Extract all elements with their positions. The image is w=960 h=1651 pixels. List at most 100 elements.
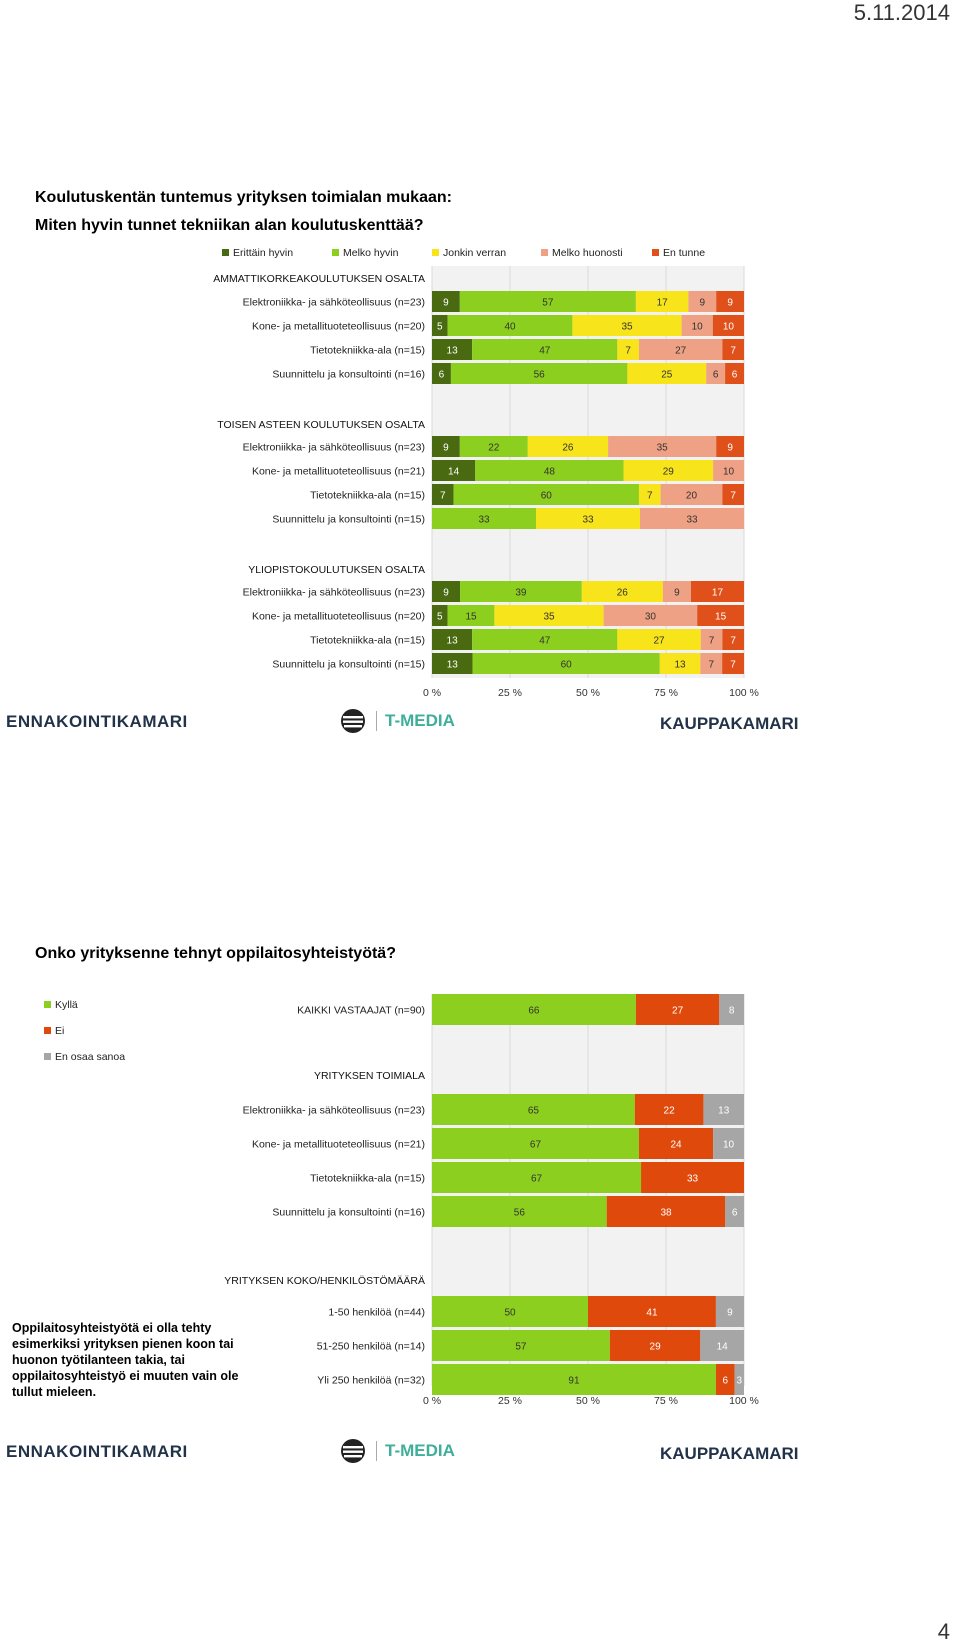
- bar-segment: [447, 315, 573, 336]
- data-label: 7: [730, 346, 736, 357]
- ennakointikamari-logo: ENNAKOINTIKAMARI: [6, 712, 188, 731]
- bar-segment: [706, 363, 726, 384]
- data-label: 13: [447, 660, 459, 671]
- bar-segment: [641, 1162, 744, 1193]
- data-label: 6: [713, 370, 719, 381]
- bar-segment: [432, 484, 454, 505]
- data-label: 10: [723, 1140, 735, 1151]
- data-label: 57: [542, 298, 554, 309]
- legend-label-en-tunne: En tunne: [663, 247, 705, 259]
- bar-segment: [603, 605, 698, 626]
- x-tick-label: 75 %: [654, 687, 678, 699]
- bar-segment: [432, 629, 473, 650]
- bar-segment: [432, 1330, 610, 1361]
- row-label: 51-250 henkilöä (n=14): [317, 1341, 425, 1353]
- bar-segment: [690, 581, 744, 602]
- legend-swatch: [222, 249, 229, 256]
- tmedia-mark-icon: [341, 1439, 365, 1463]
- data-label: 7: [625, 346, 631, 357]
- bar-segment: [432, 315, 448, 336]
- bar-segment: [475, 460, 624, 481]
- kauppakamari-logo-2: KAUPPAKAMARI: [660, 1444, 799, 1463]
- row-label: Suunnittelu ja konsultointi (n=16): [272, 1207, 425, 1219]
- data-label: 9: [674, 588, 680, 599]
- bar-segment: [634, 1094, 704, 1125]
- slide2-title: Onko yrityksenne tehnyt oppilaitosyhteis…: [35, 945, 396, 962]
- legend-swatch: [44, 1053, 51, 1060]
- bar-segment: [432, 339, 473, 360]
- bar-segment: [472, 629, 618, 650]
- data-label: 47: [539, 346, 551, 357]
- bar-segment: [432, 605, 448, 626]
- bar-segment: [627, 363, 707, 384]
- group-title: YRITYKSEN TOIMIALA: [314, 1070, 425, 1082]
- legend-swatch: [44, 1001, 51, 1008]
- bar-segment: [459, 291, 636, 312]
- bar-segment: [527, 436, 609, 457]
- bar-segment: [700, 1330, 744, 1361]
- bar-segment: [459, 436, 528, 457]
- tmedia-logo-text: T-MEDIA: [376, 711, 455, 731]
- bar-segment: [697, 605, 744, 626]
- bar-segment: [432, 1196, 607, 1227]
- bar-segment: [715, 1364, 735, 1395]
- bar-segment: [472, 653, 660, 674]
- legend-label-ei: Ei: [55, 1025, 64, 1037]
- x-tick-label: 0 %: [423, 1395, 441, 1407]
- data-label: 26: [617, 588, 629, 599]
- data-label: 91: [568, 1376, 580, 1387]
- bar-segment: [635, 291, 689, 312]
- bar-segment: [703, 1094, 744, 1125]
- data-label: 7: [709, 636, 715, 647]
- row-label: Tietotekniikka-ala (n=15): [310, 490, 425, 502]
- legend-label-jonkin-verran: Jonkin verran: [443, 247, 506, 259]
- legend-label-en-osaa-sanoa: En osaa sanoa: [55, 1051, 125, 1063]
- bar-segment: [659, 653, 701, 674]
- row-label: Elektroniikka- ja sähköteollisuus (n=23): [243, 1105, 425, 1117]
- data-label: 14: [448, 467, 460, 478]
- chart-school-cooperation: Kyllä Ei En osaa sanoa KAIKKI VASTAAJAT (n=…: [44, 994, 759, 1407]
- bar-segment: [638, 1128, 714, 1159]
- tmedia-logo-2: T-MEDIA: [340, 1438, 455, 1464]
- legend-label-melko-huonosti: Melko huonosti: [552, 247, 623, 259]
- data-label: 60: [541, 491, 553, 502]
- row-label: Kone- ja metallituoteteollisuus (n=21): [252, 1139, 425, 1151]
- data-label: 15: [715, 612, 727, 623]
- data-label: 38: [660, 1208, 672, 1219]
- data-label: 3: [737, 1376, 743, 1387]
- data-label: 41: [646, 1308, 658, 1319]
- cooperation-note: Oppilaitosyhteistyötä ei olla tehty esim…: [12, 1321, 239, 1399]
- row-label: 1-50 henkilöä (n=44): [328, 1307, 425, 1319]
- data-label: 35: [621, 322, 633, 333]
- bar-segment: [722, 653, 744, 674]
- data-label: 48: [544, 467, 556, 478]
- data-label: 9: [727, 298, 733, 309]
- data-label: 14: [717, 1342, 729, 1353]
- slide1-title-line2: Miten hyvin tunnet tekniikan alan koulut…: [35, 217, 424, 234]
- bar-segment: [716, 291, 744, 312]
- data-label: 10: [723, 467, 735, 478]
- data-label: 39: [515, 588, 527, 599]
- bar-segment: [725, 363, 744, 384]
- x-tick-label: 75 %: [654, 1395, 678, 1407]
- data-label: 5: [437, 322, 443, 333]
- bar-segment: [432, 1128, 639, 1159]
- data-label: 50: [504, 1308, 516, 1319]
- bar-segment: [617, 629, 701, 650]
- bar-segment: [623, 460, 714, 481]
- chart-knowledge-by-industry: Erittäin hyvin Melko hyvin Jonkin verran Me…: [213, 247, 759, 699]
- data-label: 27: [675, 346, 687, 357]
- data-label: 9: [727, 443, 733, 454]
- data-label: 29: [650, 1342, 662, 1353]
- legend-label-kyll: Kyllä: [55, 999, 78, 1011]
- tmedia-logo: T-MEDIA: [340, 708, 455, 734]
- bar-segment: [635, 994, 720, 1025]
- legend-swatch: [332, 249, 339, 256]
- legend-label-melko-hyvin: Melko hyvin: [343, 247, 399, 259]
- data-label: 15: [465, 612, 477, 623]
- data-label: 9: [700, 298, 706, 309]
- data-label: 9: [443, 443, 449, 454]
- bar-segment: [432, 581, 461, 602]
- bar-segment: [713, 460, 744, 481]
- data-label: 60: [561, 660, 573, 671]
